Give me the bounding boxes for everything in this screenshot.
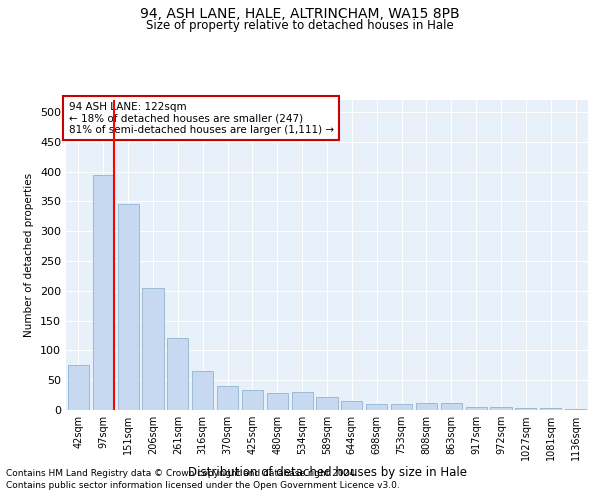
Bar [292,392,313,410]
Bar [490,407,512,410]
Bar [242,390,263,410]
Bar [192,371,213,410]
Bar [68,366,89,410]
Y-axis label: Number of detached properties: Number of detached properties [25,173,34,337]
Bar [142,288,164,410]
Bar [391,404,412,410]
Bar [366,404,387,410]
Text: 94 ASH LANE: 122sqm
← 18% of detached houses are smaller (247)
81% of semi-detac: 94 ASH LANE: 122sqm ← 18% of detached ho… [68,102,334,134]
Text: 94, ASH LANE, HALE, ALTRINCHAM, WA15 8PB: 94, ASH LANE, HALE, ALTRINCHAM, WA15 8PB [140,8,460,22]
Bar [341,401,362,410]
Bar [267,394,288,410]
Bar [93,174,114,410]
Bar [217,386,238,410]
Bar [540,408,561,410]
Bar [118,204,139,410]
Bar [466,407,487,410]
Bar [565,409,586,410]
Text: Contains public sector information licensed under the Open Government Licence v3: Contains public sector information licen… [6,481,400,490]
Bar [316,397,338,410]
Bar [515,408,536,410]
Bar [416,403,437,410]
Bar [441,403,462,410]
Bar [167,338,188,410]
X-axis label: Distribution of detached houses by size in Hale: Distribution of detached houses by size … [187,466,467,479]
Text: Size of property relative to detached houses in Hale: Size of property relative to detached ho… [146,19,454,32]
Text: Contains HM Land Registry data © Crown copyright and database right 2024.: Contains HM Land Registry data © Crown c… [6,468,358,477]
